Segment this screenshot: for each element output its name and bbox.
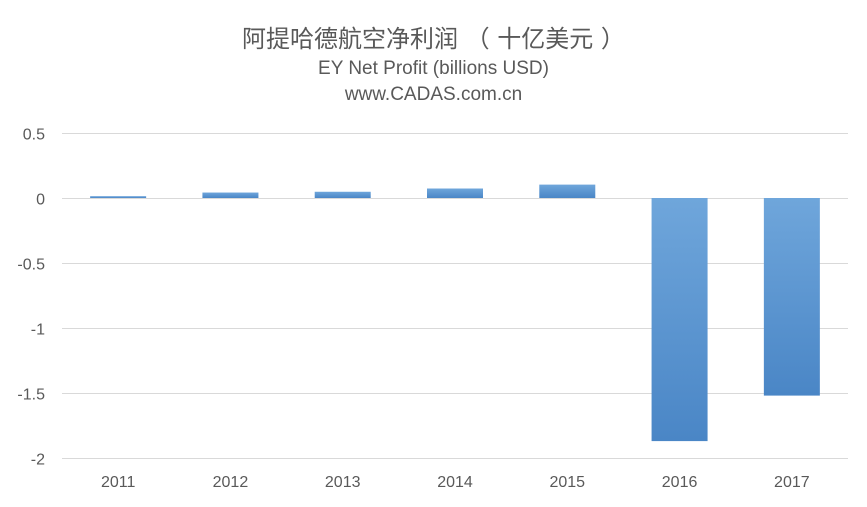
bar-2016 xyxy=(651,198,708,442)
bar-2013 xyxy=(314,191,371,198)
x-tick-label: 2017 xyxy=(774,474,810,491)
x-tick-label: 2014 xyxy=(437,474,473,491)
chart-subtitle: EY Net Profit (billions USD) xyxy=(318,58,549,79)
gridlines xyxy=(62,133,848,459)
x-axis: 2011 2012 2013 2014 2015 2016 2017 xyxy=(101,474,810,491)
bar-2014 xyxy=(427,188,483,198)
y-tick-label: -1 xyxy=(31,322,45,339)
chart-title: 阿提哈德航空净利润 （ 十亿美元 ） xyxy=(242,25,625,53)
bar-2017 xyxy=(763,198,820,396)
y-tick-label: 0.5 xyxy=(23,127,45,144)
y-tick-label: -1.5 xyxy=(17,387,45,404)
bars xyxy=(90,184,820,442)
title-block: 阿提哈德航空净利润 （ 十亿美元 ） EY Net Profit (billio… xyxy=(0,22,867,108)
y-tick-label: -2 xyxy=(31,452,45,469)
bar-2011 xyxy=(90,196,147,198)
y-tick-label: -0.5 xyxy=(17,257,45,274)
x-tick-label: 2011 xyxy=(101,474,136,491)
x-tick-label: 2012 xyxy=(213,474,249,491)
y-tick-label: 0 xyxy=(36,192,45,209)
x-tick-label: 2016 xyxy=(662,474,698,491)
y-axis: 0.5 0 -0.5 -1 -1.5 -2 xyxy=(17,127,45,469)
bar-2012 xyxy=(202,192,259,198)
source-url: www.CADAS.com.cn xyxy=(344,84,523,105)
x-tick-label: 2013 xyxy=(325,474,361,491)
bar-2015 xyxy=(539,184,596,198)
x-tick-label: 2015 xyxy=(549,474,585,491)
